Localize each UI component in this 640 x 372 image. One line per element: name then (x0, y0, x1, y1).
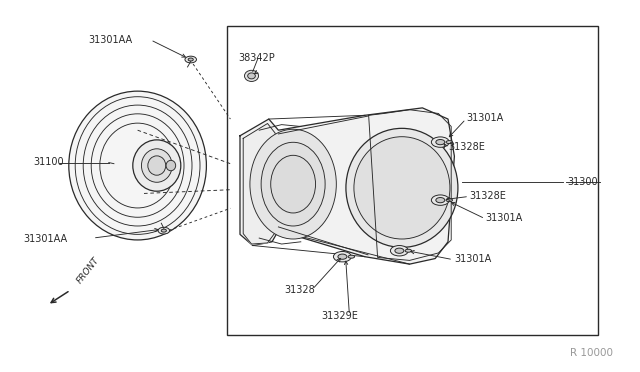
Ellipse shape (431, 195, 449, 205)
Text: 31300: 31300 (568, 177, 598, 187)
Text: 31301A: 31301A (454, 254, 492, 264)
Ellipse shape (338, 254, 347, 259)
Text: 31301AA: 31301AA (88, 35, 132, 45)
Text: 31301A: 31301A (466, 113, 503, 123)
Ellipse shape (405, 249, 412, 252)
Text: R 10000: R 10000 (570, 348, 613, 358)
Ellipse shape (69, 91, 206, 240)
Ellipse shape (431, 137, 449, 147)
Ellipse shape (188, 58, 193, 61)
Ellipse shape (271, 155, 316, 213)
Text: 31328E: 31328E (448, 142, 485, 152)
Text: 38342P: 38342P (239, 53, 275, 62)
Ellipse shape (261, 142, 325, 226)
Ellipse shape (133, 140, 181, 191)
Ellipse shape (248, 73, 255, 79)
Ellipse shape (354, 137, 450, 239)
Bar (227, 26, 598, 335)
Ellipse shape (141, 149, 172, 182)
Ellipse shape (333, 251, 351, 262)
Ellipse shape (446, 199, 452, 202)
Text: 31329E: 31329E (321, 311, 358, 321)
Ellipse shape (161, 229, 166, 232)
Text: 31100: 31100 (33, 157, 64, 167)
Text: 31328E: 31328E (469, 191, 506, 201)
Ellipse shape (346, 128, 458, 247)
Ellipse shape (148, 156, 166, 175)
Ellipse shape (436, 140, 445, 145)
Text: 31328: 31328 (285, 285, 316, 295)
Ellipse shape (390, 246, 408, 256)
Ellipse shape (348, 255, 355, 258)
Ellipse shape (446, 141, 452, 144)
Ellipse shape (395, 248, 404, 253)
Polygon shape (243, 124, 275, 244)
Text: 31301A: 31301A (485, 213, 522, 223)
Text: 31301AA: 31301AA (23, 234, 67, 244)
Polygon shape (240, 108, 454, 264)
Ellipse shape (244, 70, 259, 81)
Text: FRONT: FRONT (75, 256, 101, 285)
Ellipse shape (436, 198, 445, 203)
Ellipse shape (166, 160, 175, 171)
Ellipse shape (250, 129, 337, 239)
Ellipse shape (185, 56, 196, 63)
Ellipse shape (158, 227, 170, 234)
